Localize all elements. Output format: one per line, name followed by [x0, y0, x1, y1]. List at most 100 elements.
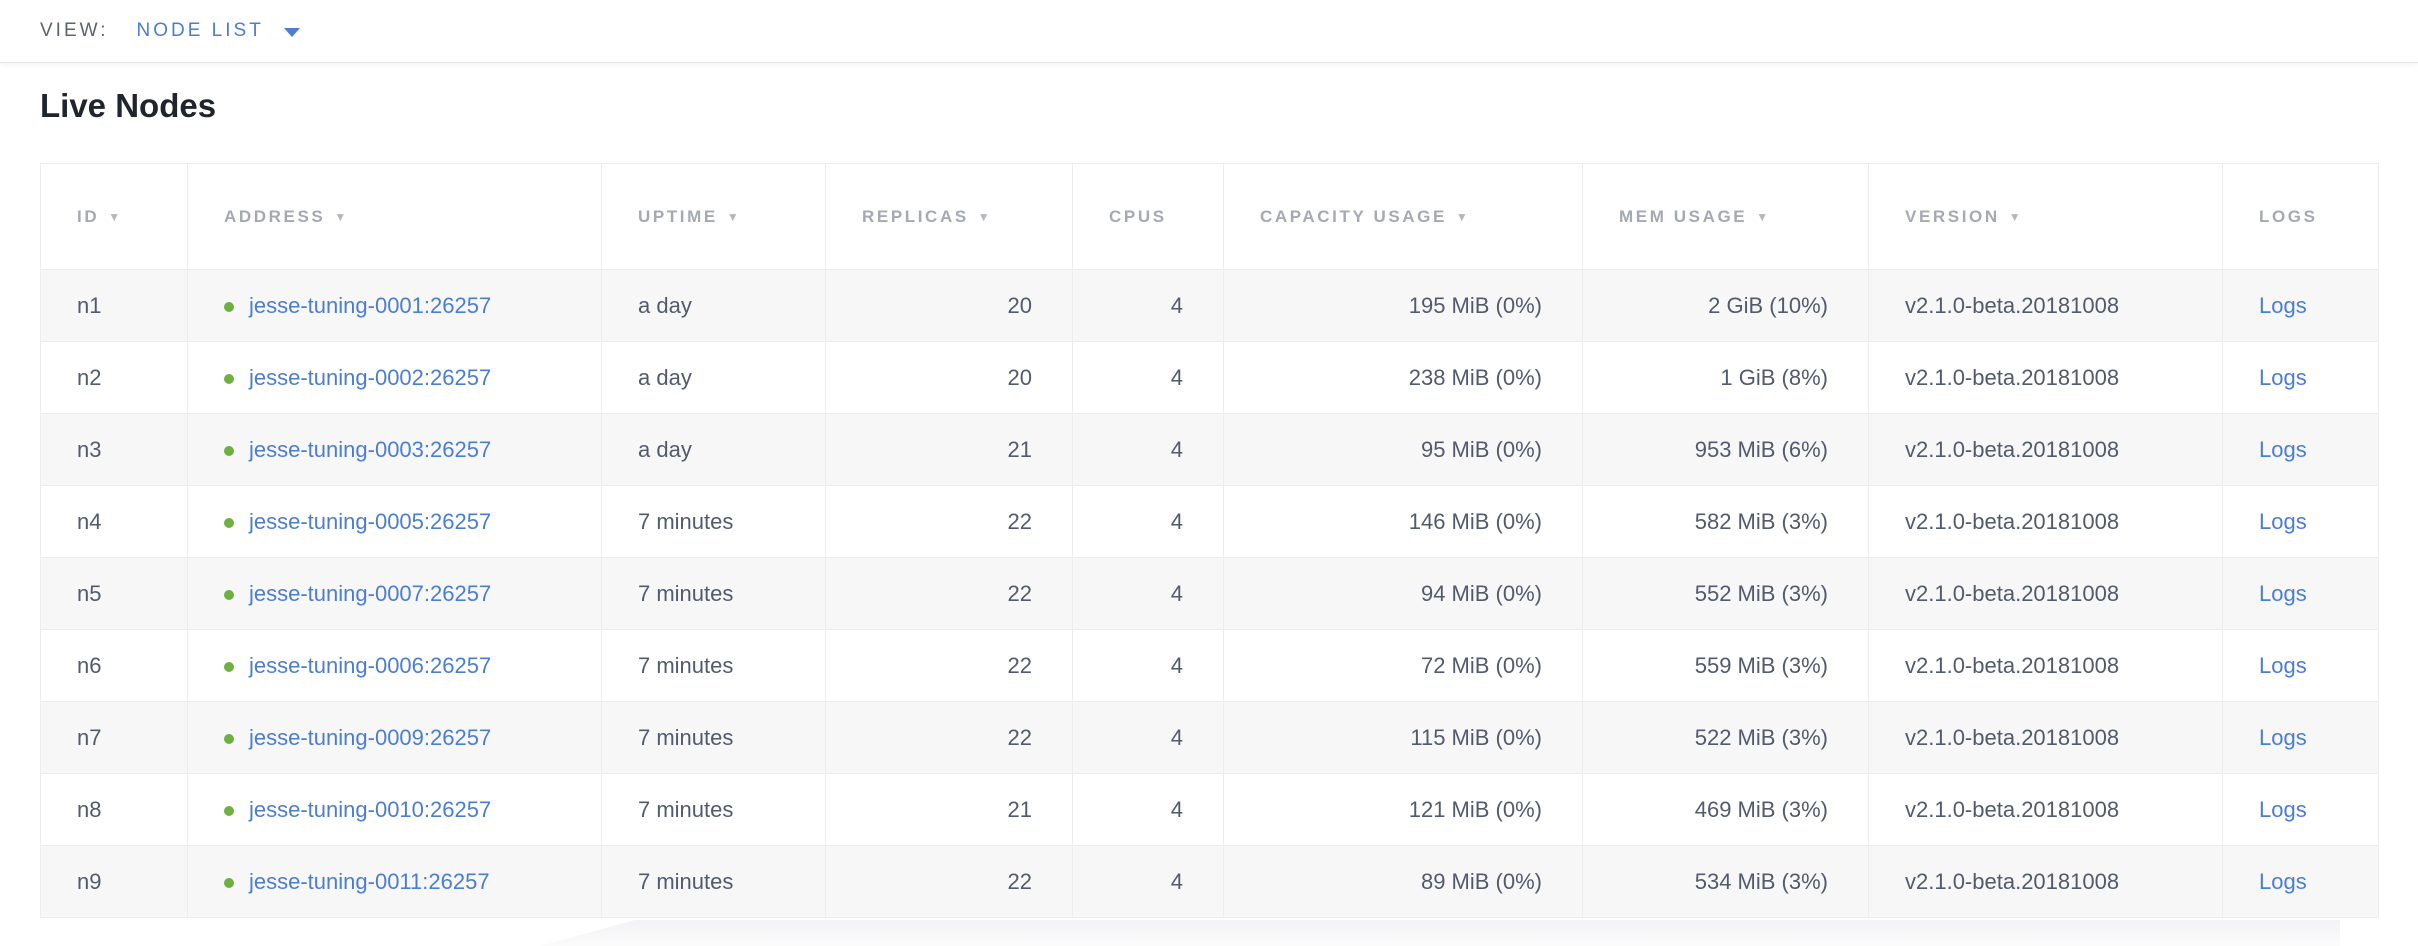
- cell-cpus: 4: [1072, 629, 1224, 702]
- cell-version: v2.1.0-beta.20181008: [1868, 269, 2223, 342]
- cell-capacity: 89 MiB (0%): [1223, 845, 1583, 918]
- cell-logs: Logs: [2222, 845, 2379, 918]
- logs-link[interactable]: Logs: [2259, 508, 2307, 534]
- cell-id: n2: [40, 341, 188, 414]
- column-header-uptime[interactable]: UPTIME ▼: [601, 163, 826, 270]
- cell-replicas: 22: [825, 485, 1073, 558]
- cell-cpus: 4: [1072, 341, 1224, 414]
- sort-arrow-icon: ▼: [977, 209, 993, 224]
- sort-arrow-icon: ▼: [2008, 209, 2024, 224]
- cell-cpus: 4: [1072, 773, 1224, 846]
- logs-link[interactable]: Logs: [2259, 436, 2307, 462]
- cell-replicas: 20: [825, 341, 1073, 414]
- node-status-healthy-icon: [224, 301, 234, 312]
- node-address-link[interactable]: jesse-tuning-0002:26257: [249, 364, 492, 390]
- cell-logs: Logs: [2222, 701, 2379, 774]
- cell-capacity: 94 MiB (0%): [1223, 557, 1583, 630]
- cell-mem: 2 GiB (10%): [1582, 269, 1869, 342]
- cell-version: v2.1.0-beta.20181008: [1868, 557, 2223, 630]
- table-row: n2 jesse-tuning-0002:26257 a day 20 4 238 MiB…: [40, 341, 2379, 414]
- cell-mem: 953 MiB (6%): [1582, 413, 1869, 486]
- cell-logs: Logs: [2222, 413, 2379, 486]
- column-header-address[interactable]: ADDRESS ▼: [187, 163, 602, 270]
- node-address-link[interactable]: jesse-tuning-0009:26257: [249, 724, 492, 750]
- cell-cpus: 4: [1072, 413, 1224, 486]
- table-row: n1 jesse-tuning-0001:26257 a day 20 4 195 MiB…: [40, 269, 2379, 342]
- cell-id: n3: [40, 413, 188, 486]
- cell-cpus: 4: [1072, 485, 1224, 558]
- column-header-replicas[interactable]: REPLICAS ▼: [825, 163, 1073, 270]
- logs-link[interactable]: Logs: [2259, 724, 2307, 750]
- node-address-link[interactable]: jesse-tuning-0010:26257: [249, 796, 492, 822]
- cell-replicas: 22: [825, 701, 1073, 774]
- node-address-link[interactable]: jesse-tuning-0006:26257: [249, 652, 492, 678]
- cell-cpus: 4: [1072, 269, 1224, 342]
- cell-replicas: 22: [825, 629, 1073, 702]
- logs-link[interactable]: Logs: [2259, 796, 2307, 822]
- column-header-version[interactable]: VERSION ▼: [1868, 163, 2223, 270]
- node-address-link[interactable]: jesse-tuning-0011:26257: [249, 868, 490, 894]
- cell-replicas: 21: [825, 413, 1073, 486]
- node-address-link[interactable]: jesse-tuning-0003:26257: [249, 436, 492, 462]
- logs-link[interactable]: Logs: [2259, 652, 2307, 678]
- logs-link[interactable]: Logs: [2259, 292, 2307, 318]
- logs-link[interactable]: Logs: [2259, 364, 2307, 390]
- column-header-label: ID: [77, 206, 100, 226]
- column-header-id[interactable]: ID ▼: [40, 163, 188, 270]
- column-header-label: UPTIME: [638, 206, 718, 226]
- column-header-label: LOGS: [2259, 206, 2318, 226]
- cell-capacity: 146 MiB (0%): [1223, 485, 1583, 558]
- cell-cpus: 4: [1072, 845, 1224, 918]
- cell-id: n1: [40, 269, 188, 342]
- node-status-healthy-icon: [224, 661, 234, 672]
- node-address-link[interactable]: jesse-tuning-0001:26257: [249, 292, 492, 318]
- cell-logs: Logs: [2222, 341, 2379, 414]
- cell-cpus: 4: [1072, 557, 1224, 630]
- column-header-mem[interactable]: MEM USAGE ▼: [1582, 163, 1869, 270]
- logs-link[interactable]: Logs: [2259, 868, 2307, 894]
- cell-version: v2.1.0-beta.20181008: [1868, 701, 2223, 774]
- column-header-label: VERSION: [1905, 206, 2000, 226]
- cell-id: n7: [40, 701, 188, 774]
- cell-logs: Logs: [2222, 485, 2379, 558]
- column-header-label: CAPACITY USAGE: [1260, 206, 1447, 226]
- cell-address: jesse-tuning-0009:26257: [187, 701, 602, 774]
- table-row: n8 jesse-tuning-0010:26257 7 minutes 21 4 121…: [40, 773, 2379, 846]
- cell-logs: Logs: [2222, 269, 2379, 342]
- cell-logs: Logs: [2222, 629, 2379, 702]
- view-selector-dropdown[interactable]: NODE LIST: [137, 20, 300, 42]
- cell-id: n4: [40, 485, 188, 558]
- cell-mem: 1 GiB (8%): [1582, 341, 1869, 414]
- sort-arrow-icon: ▼: [334, 209, 349, 224]
- column-header-label: MEM USAGE: [1619, 206, 1748, 226]
- cell-version: v2.1.0-beta.20181008: [1868, 413, 2223, 486]
- page-bottom-panel-edge: [540, 920, 2340, 946]
- cell-replicas: 20: [825, 269, 1073, 342]
- node-address-link[interactable]: jesse-tuning-0007:26257: [249, 580, 492, 606]
- live-nodes-table: ID ▼ ADDRESS ▼ UPTIME ▼ REPLICAS ▼ CPUS CAPACITY …: [40, 163, 2379, 918]
- column-header-cpus: CPUS: [1072, 163, 1224, 270]
- table-header-row: ID ▼ ADDRESS ▼ UPTIME ▼ REPLICAS ▼ CPUS CAPACITY …: [40, 163, 2379, 270]
- table-row: n9 jesse-tuning-0011:26257 7 minutes 22 4 89 …: [40, 845, 2379, 918]
- column-header-capacity[interactable]: CAPACITY USAGE ▼: [1223, 163, 1583, 270]
- view-label: VIEW:: [40, 20, 109, 41]
- sort-arrow-icon: ▼: [1455, 209, 1471, 224]
- cell-mem: 534 MiB (3%): [1582, 845, 1869, 918]
- live-nodes-section: Live Nodes ID ▼ ADDRESS ▼ UPTIME ▼ REPLICAS ▼ CP…: [0, 86, 2418, 918]
- cell-uptime: 7 minutes: [601, 629, 826, 702]
- cell-capacity: 195 MiB (0%): [1223, 269, 1583, 342]
- cell-mem: 559 MiB (3%): [1582, 629, 1869, 702]
- node-status-healthy-icon: [224, 517, 234, 528]
- cell-replicas: 21: [825, 773, 1073, 846]
- cell-uptime: 7 minutes: [601, 845, 826, 918]
- logs-link[interactable]: Logs: [2259, 580, 2307, 606]
- table-row: n3 jesse-tuning-0003:26257 a day 21 4 95 MiB …: [40, 413, 2379, 486]
- table-row: n4 jesse-tuning-0005:26257 7 minutes 22 4 146…: [40, 485, 2379, 558]
- node-status-healthy-icon: [224, 445, 234, 456]
- column-header-label: REPLICAS: [862, 206, 969, 226]
- cell-address: jesse-tuning-0002:26257: [187, 341, 602, 414]
- cell-address: jesse-tuning-0003:26257: [187, 413, 602, 486]
- cell-cpus: 4: [1072, 701, 1224, 774]
- node-address-link[interactable]: jesse-tuning-0005:26257: [249, 508, 492, 534]
- cell-address: jesse-tuning-0006:26257: [187, 629, 602, 702]
